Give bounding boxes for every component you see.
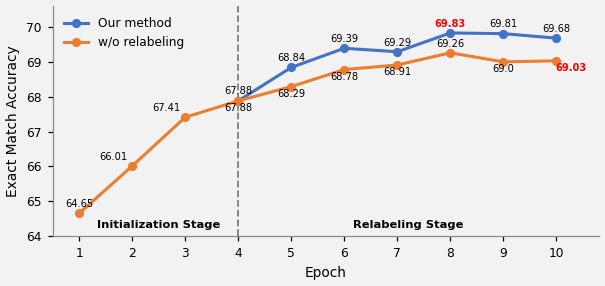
Text: Relabeling Stage: Relabeling Stage [353,220,463,230]
w/o relabeling [182,116,189,119]
Text: 69.29: 69.29 [383,37,411,47]
Our method [287,66,295,69]
Text: Initialization Stage: Initialization Stage [97,220,220,230]
Text: 68.84: 68.84 [277,53,306,63]
w/o relabeling [235,99,242,103]
Our method [446,31,454,35]
Text: 69.83: 69.83 [435,19,466,29]
Text: 69.81: 69.81 [489,19,517,29]
Text: 69.68: 69.68 [543,24,571,34]
w/o relabeling [76,212,83,215]
Legend: Our method, w/o relabeling: Our method, w/o relabeling [59,12,189,54]
Text: 69.39: 69.39 [330,34,358,44]
w/o relabeling [341,68,348,71]
w/o relabeling [500,60,507,63]
Line: w/o relabeling: w/o relabeling [75,49,560,217]
Text: 68.29: 68.29 [277,89,306,99]
Line: Our method: Our method [234,29,560,105]
Our method [341,47,348,50]
Y-axis label: Exact Match Accuracy: Exact Match Accuracy [6,45,20,197]
Our method [235,99,242,103]
w/o relabeling [446,51,454,55]
w/o relabeling [394,63,401,67]
X-axis label: Epoch: Epoch [305,266,347,280]
Text: 67.88: 67.88 [224,103,252,113]
Text: 67.88: 67.88 [224,86,252,96]
Text: 69.26: 69.26 [436,39,465,49]
w/o relabeling [287,85,295,88]
Text: 68.78: 68.78 [330,72,358,82]
Text: 67.41: 67.41 [152,103,181,113]
Text: 69.03: 69.03 [556,63,587,73]
Text: 64.65: 64.65 [65,199,93,209]
Our method [553,36,560,40]
Our method [394,50,401,53]
Text: 66.01: 66.01 [99,152,128,162]
w/o relabeling [553,59,560,63]
w/o relabeling [128,164,136,168]
Text: 68.91: 68.91 [383,67,411,77]
Our method [500,32,507,35]
Text: 69.0: 69.0 [492,64,514,74]
